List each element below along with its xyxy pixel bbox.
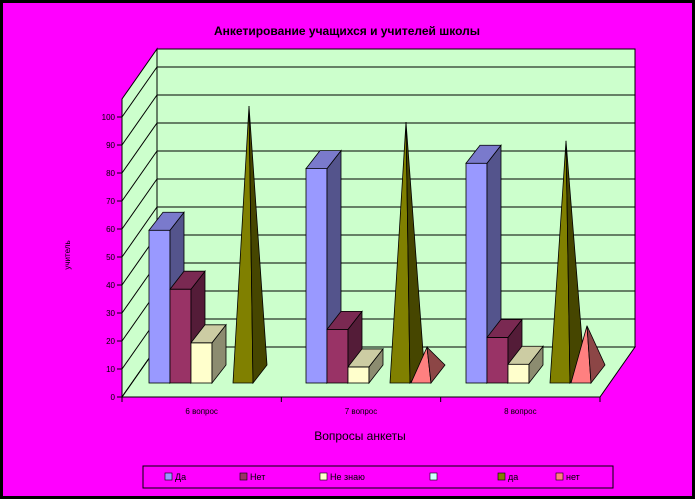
bar-top: [507, 345, 544, 365]
bar: [507, 345, 544, 385]
gridline-side: [121, 150, 158, 202]
chart-marks: [148, 105, 606, 385]
x-axis: 6 вопрос 7 вопрос 8 вопрос: [121, 396, 601, 416]
y-axis-label: учитель: [63, 240, 72, 269]
x-tick-label: 6 вопрос: [185, 407, 218, 416]
legend-swatch: [164, 472, 173, 481]
bar-front: [507, 363, 530, 384]
bar-front: [169, 288, 192, 384]
legend-swatch: [497, 472, 506, 481]
y-tick-label: 100: [102, 113, 116, 122]
legend-label: да: [508, 472, 518, 482]
x-axis-label: Вопросы анкеты: [314, 429, 406, 443]
bar-front: [465, 162, 488, 384]
x-tick-label: 7 вопрос: [345, 407, 378, 416]
bar-top: [148, 211, 185, 231]
bar-top: [326, 310, 363, 330]
legend-label: Да: [175, 472, 186, 482]
y-tick-label: 80: [106, 169, 115, 178]
legend-swatch: [239, 472, 248, 481]
y-tick-label: 50: [106, 253, 115, 262]
pyramid: [570, 325, 606, 385]
pyramid-side: [426, 346, 446, 385]
pyramid: [389, 122, 425, 385]
pyramid-side: [586, 325, 606, 385]
gridline-side: [121, 178, 158, 230]
bar: [347, 347, 384, 385]
legend: Да Нет Не знаю да нет: [142, 465, 614, 489]
gridline-side: [121, 122, 158, 174]
bar-front: [148, 229, 171, 384]
y-tick-label: 40: [106, 281, 115, 290]
legend-label: Нет: [250, 472, 265, 482]
legend-swatch: [555, 472, 564, 481]
gridline-side: [121, 66, 158, 118]
legend-label: нет: [566, 472, 580, 482]
bar: [190, 323, 227, 385]
bar-front: [347, 366, 370, 384]
legend-box: [142, 465, 614, 489]
y-tick-label: 20: [106, 337, 115, 346]
legend-label: Не знаю: [330, 472, 365, 482]
pyramid: [549, 140, 585, 385]
bar-top: [190, 324, 227, 344]
y-tick-label: 70: [106, 197, 115, 206]
gridline-side: [121, 206, 158, 258]
y-axis: 0 10 20 30 40 50 60 70 80 90 100: [102, 99, 123, 402]
x-tick-label: 8 вопрос: [504, 407, 537, 416]
bar-front: [326, 328, 349, 384]
bar-top: [347, 348, 384, 368]
gridline-side: [121, 94, 158, 146]
bar-top: [486, 319, 523, 338]
legend-swatch: [319, 472, 328, 481]
pyramid: [232, 105, 268, 385]
bar-top: [305, 150, 342, 170]
bar-top: [465, 144, 502, 164]
bar-front: [190, 342, 213, 384]
y-tick-label: 10: [106, 365, 115, 374]
bar-front: [305, 168, 328, 384]
y-tick-label: 0: [111, 393, 116, 402]
chart-title: Анкетирование учащихся и учителей школы: [214, 24, 480, 38]
legend-swatch: [429, 472, 438, 481]
pyramid-side: [248, 105, 268, 385]
y-tick-label: 30: [106, 309, 115, 318]
bar-top: [169, 270, 206, 290]
y-tick-label: 60: [106, 225, 115, 234]
bar-front: [486, 337, 509, 384]
pyramid: [410, 345, 446, 385]
y-tick-label: 90: [106, 141, 115, 150]
